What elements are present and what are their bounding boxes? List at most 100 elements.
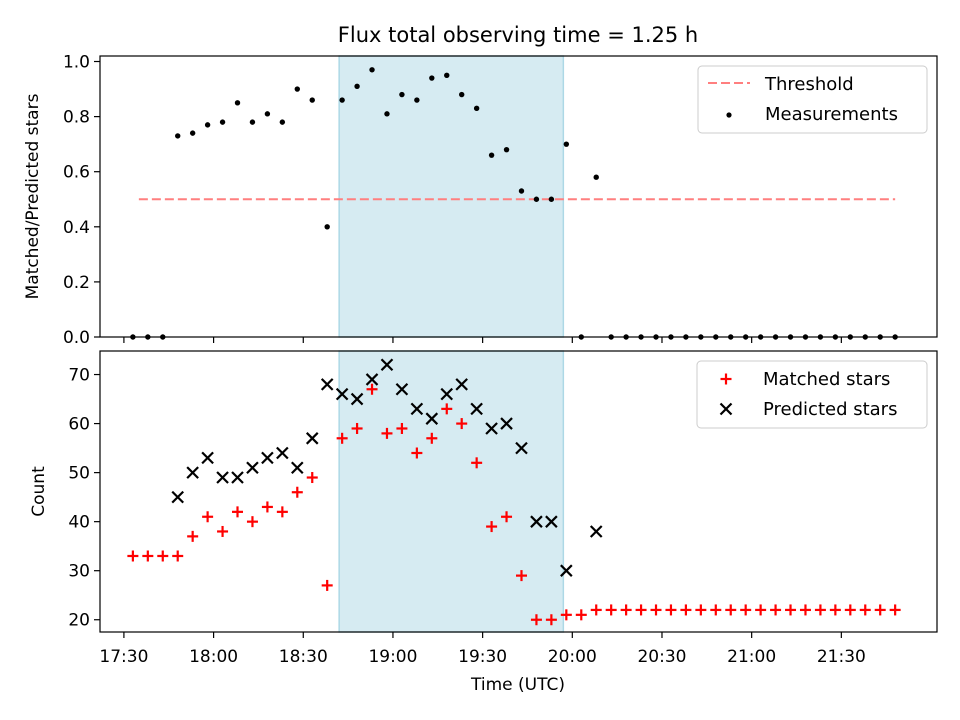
predicted-point [320,378,334,391]
matched-point [740,604,752,616]
matched-point [560,609,572,621]
matched-point [680,604,692,616]
matched-point [441,403,453,415]
matched-point [859,604,871,616]
matched-point [799,604,811,616]
predicted-point [410,402,424,416]
matched-point [590,604,602,616]
matched-point [770,604,782,616]
predicted-points [171,358,603,577]
predicted-point [560,564,573,577]
measurement-point [369,67,375,73]
bottom-legend: Matched stars Predicted stars [696,360,928,429]
bottom-ytick-label: 20 [68,611,90,631]
predicted-point [216,471,229,484]
matched-point [501,511,513,523]
bottom-panel: 20 30 40 50 60 70 17:30 18:00 18:30 19:00 19:30 20… [29,350,938,695]
measurement-point [548,196,555,202]
measurement-point [175,133,181,139]
matched-point [351,422,363,434]
top-legend-frame [697,65,928,134]
measurement-point [294,86,300,92]
measurement-point [279,119,286,125]
bottom-xtick-label: 21:00 [727,647,776,667]
predicted-point [305,432,319,445]
legend-matched-swatch [720,373,732,385]
measurement-point [339,97,345,103]
figure-title: Flux total observing time = 1.25 h [338,23,698,47]
bottom-xlabel: Time (UTC) [470,675,565,695]
predicted-point [350,392,364,406]
matched-point [202,511,214,523]
matched-point [710,604,722,616]
matched-point [471,457,483,469]
measurement-point [249,119,256,125]
measurement-point [264,111,271,117]
bottom-ytick-label: 70 [68,366,90,386]
matched-point [157,550,169,562]
predicted-point [440,387,454,401]
matched-point [635,604,647,616]
top-ytick-label: 0.2 [63,273,90,293]
predicted-point [425,412,439,425]
measurement-point [488,152,495,158]
matched-point [456,418,468,430]
matched-point [844,604,856,616]
predicted-point [545,515,558,528]
legend-predicted-marker [719,402,733,416]
bottom-ytick-label: 50 [68,464,90,484]
bottom-ytick-label: 60 [68,415,90,435]
measurement-point [563,141,570,147]
legend-predicted-swatch [719,402,733,416]
matched-point [411,447,423,459]
matched-point [291,486,303,498]
matched-point [381,427,393,439]
predicted-point [365,373,379,386]
top-panel: 0.0 0.2 0.4 0.6 0.8 1.0 Matched/Predicted sta… [23,53,938,348]
measurement-point [414,97,420,103]
matched-point [874,604,886,616]
legend-matched-label: Matched stars [763,369,890,390]
matched-point [127,550,139,562]
bottom-xtick-label: 21:30 [817,647,866,667]
bottom-yticks: 20 30 40 50 60 70 [68,366,100,631]
measurement-point [444,72,450,78]
matched-point [366,383,378,395]
top-ytick-label: 0.0 [63,328,90,348]
legend-measurements-swatch [726,112,732,118]
measurement-point [399,91,405,98]
top-legend: Threshold Measurements [697,65,928,134]
predicted-point [470,402,483,416]
predicted-point [589,525,603,538]
predicted-point [455,378,468,391]
predicted-point [276,446,289,460]
measurement-point [593,174,599,180]
matched-point [336,432,348,444]
legend-threshold-label: Threshold [764,74,854,95]
bottom-xtick-label: 19:00 [368,647,417,667]
bottom-ytick-label: 40 [68,513,90,533]
predicted-point [186,466,199,479]
predicted-point [246,461,259,474]
matched-point [261,501,273,513]
bottom-xtick-label: 18:00 [189,647,238,667]
matched-point [545,614,557,626]
legend-measurements-label: Measurements [765,104,898,125]
matched-point [486,521,498,533]
bottom-xtick-label: 20:30 [637,647,686,667]
measurement-point [459,91,465,98]
measurement-point [384,111,390,117]
predicted-point [485,422,498,435]
bottom-ytick-label: 30 [68,562,90,582]
predicted-point [201,451,214,465]
top-ytick-label: 0.4 [63,218,90,238]
matched-point [306,472,318,484]
matched-points [127,383,901,626]
measurement-point [503,146,510,153]
matched-point [321,579,333,591]
top-ylabel: Matched/Predicted stars [23,93,43,299]
predicted-point [380,358,394,372]
matched-point [187,530,199,542]
measurement-point [473,105,480,112]
